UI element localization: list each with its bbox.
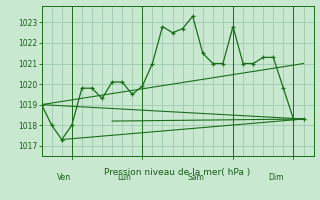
Text: Dim: Dim xyxy=(268,173,284,182)
X-axis label: Pression niveau de la mer( hPa ): Pression niveau de la mer( hPa ) xyxy=(104,168,251,178)
Text: Lun: Lun xyxy=(117,173,131,182)
Text: Ven: Ven xyxy=(57,173,71,182)
Text: Sam: Sam xyxy=(188,173,204,182)
